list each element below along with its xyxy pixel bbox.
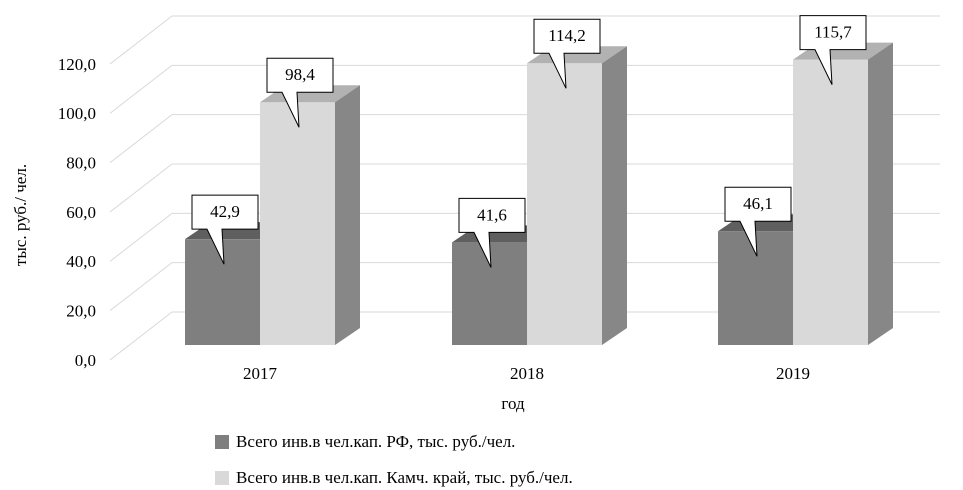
y-axis-title: тыс. руб./ чел. bbox=[11, 164, 30, 266]
grid-line bbox=[109, 311, 940, 361]
bar-side bbox=[335, 85, 360, 345]
legend-label: Всего инв.в чел.кап. РФ, тыс. руб./чел. bbox=[236, 432, 515, 451]
grid-line bbox=[109, 163, 940, 213]
callout bbox=[266, 57, 334, 128]
data-label: 41,6 bbox=[477, 205, 507, 224]
x-tick-label: 2017 bbox=[243, 364, 278, 383]
x-tick-label: 2019 bbox=[776, 364, 810, 383]
legend-swatch bbox=[215, 471, 229, 485]
grid-line bbox=[109, 114, 940, 164]
bar bbox=[260, 102, 335, 345]
grid-line bbox=[109, 15, 940, 65]
bar-side bbox=[602, 46, 627, 345]
callout bbox=[724, 186, 792, 257]
data-label: 98,4 bbox=[285, 65, 315, 84]
data-label: 114,2 bbox=[548, 26, 586, 45]
grid-line bbox=[109, 262, 940, 312]
y-tick-label: 100,0 bbox=[58, 104, 96, 123]
bar bbox=[793, 59, 868, 346]
y-tick-label: 80,0 bbox=[66, 154, 96, 173]
legend-label: Всего инв.в чел.кап. Камч. край, тыс. ру… bbox=[236, 468, 573, 487]
x-axis-title: год bbox=[501, 394, 525, 413]
legend-swatch bbox=[215, 435, 229, 449]
y-tick-label: 0,0 bbox=[75, 351, 96, 370]
y-tick-label: 40,0 bbox=[66, 252, 96, 271]
bar bbox=[527, 63, 602, 345]
x-tick-label: 2018 bbox=[510, 364, 544, 383]
y-tick-label: 20,0 bbox=[66, 302, 96, 321]
y-tick-label: 60,0 bbox=[66, 203, 96, 222]
callout bbox=[458, 197, 526, 268]
callout bbox=[533, 18, 601, 89]
callout bbox=[191, 194, 259, 265]
data-label: 42,9 bbox=[210, 202, 240, 221]
grid-line bbox=[109, 64, 940, 114]
y-tick-label: 120,0 bbox=[58, 55, 96, 74]
data-label: 115,7 bbox=[814, 23, 852, 42]
callout bbox=[799, 15, 867, 85]
bar-side bbox=[868, 42, 893, 346]
grid-line bbox=[109, 212, 940, 262]
data-label: 46,1 bbox=[743, 194, 773, 213]
